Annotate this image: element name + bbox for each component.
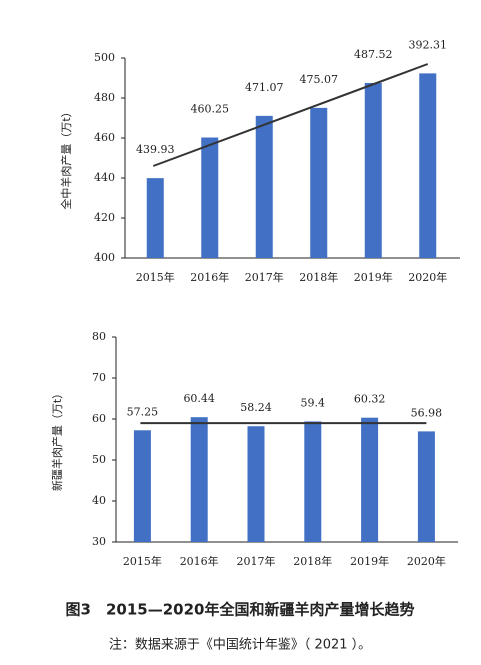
x-tick-label: 2018年	[299, 270, 338, 284]
y-tick-label: 80	[92, 330, 106, 343]
value-label: 392.31	[409, 38, 448, 51]
y-tick-label: 420	[94, 211, 115, 224]
bar	[133, 430, 151, 542]
bar	[146, 178, 164, 258]
y-axis-label: 新疆羊肉产量（万t）	[50, 388, 64, 491]
y-tick-label: 50	[92, 453, 106, 466]
x-tick-label: 2016年	[180, 554, 219, 568]
value-label: 475.07	[300, 73, 339, 86]
y-tick-label: 460	[94, 131, 115, 144]
value-label: 487.52	[354, 48, 393, 61]
value-label: 60.44	[183, 392, 215, 405]
value-label: 460.25	[191, 103, 230, 116]
bar	[304, 421, 322, 542]
x-tick-label: 2015年	[123, 554, 162, 568]
y-tick-label: 40	[92, 494, 106, 507]
bar	[255, 115, 273, 258]
y-tick-label: 70	[92, 371, 106, 384]
x-tick-label: 2017年	[237, 554, 276, 568]
value-label: 56.98	[411, 406, 443, 419]
value-label: 439.93	[136, 143, 175, 156]
bar	[190, 417, 208, 542]
bar	[310, 107, 328, 258]
value-label: 57.25	[127, 405, 159, 418]
x-tick-label: 2018年	[293, 554, 332, 568]
y-tick-label: 30	[92, 535, 106, 548]
y-tick-label: 400	[94, 251, 115, 264]
x-tick-label: 2017年	[245, 270, 284, 284]
x-tick-label: 2015年	[136, 270, 175, 284]
bar	[364, 82, 382, 259]
y-tick-label: 480	[94, 91, 115, 104]
y-tick-label: 60	[92, 412, 106, 425]
bar	[417, 431, 435, 542]
x-tick-label: 2020年	[407, 554, 446, 568]
bar	[361, 417, 379, 542]
y-tick-label: 440	[94, 171, 115, 184]
x-tick-label: 2016年	[190, 270, 229, 284]
bar	[247, 426, 265, 542]
note: 注：数据来源于《中国统计年鉴》（ 2021 ）。	[109, 638, 371, 653]
caption: 图3 2015—2020年全国和新疆羊肉产量增长趋势	[66, 601, 415, 619]
value-label: 60.32	[354, 393, 386, 406]
x-tick-label: 2020年	[408, 270, 447, 284]
y-axis-label: 全中羊肉产量（万t）	[59, 106, 73, 209]
value-label: 59.4	[301, 396, 326, 409]
trend-line	[152, 63, 429, 167]
bar	[201, 137, 219, 258]
bar	[419, 73, 437, 258]
value-label: 58.24	[240, 401, 272, 414]
y-tick-label: 500	[94, 51, 115, 64]
value-label: 471.07	[245, 81, 284, 94]
x-tick-label: 2019年	[354, 270, 393, 284]
x-tick-label: 2019年	[350, 554, 389, 568]
